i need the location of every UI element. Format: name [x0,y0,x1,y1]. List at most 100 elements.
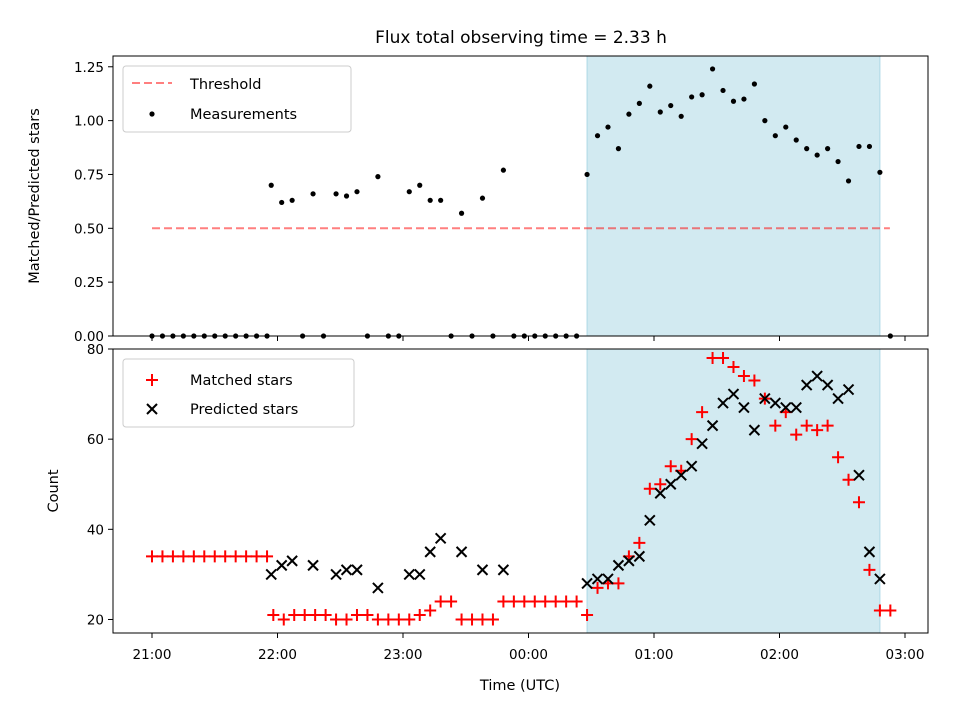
matched-star-point [528,595,541,608]
matched-star-point [166,550,179,563]
matched-star-point [486,613,499,626]
legend-predicted-label: Predicted stars [190,402,298,418]
bottom-legend: Matched stars Predicted stars [122,358,355,428]
legend-threshold-label: Threshold [189,77,261,93]
measurement-point [814,152,820,158]
matched-star-point [403,613,416,626]
bottom-panel-frame [112,348,929,634]
matched-star-point [581,608,594,621]
predicted-star-point [696,437,708,450]
measurement-point [647,83,653,89]
measurement-point [825,146,831,152]
measurement-point [709,66,716,72]
measurement-point [375,174,381,180]
matched-star-point [330,613,343,626]
predicted-star-point [265,568,277,581]
legend-matched-swatch [146,374,158,386]
measurement-point [730,98,737,104]
measurement-point [772,133,778,139]
measurement-point [877,169,883,175]
measurement-point [343,193,350,199]
matched-star-point [769,419,782,432]
predicted-star-point [759,392,771,405]
measurement-point [866,143,873,150]
top-y-axis-label: Matched/Predicted stars [27,108,43,284]
bottom-legend-box [122,358,355,428]
measurement-point [438,197,444,203]
predicted-star-point [275,559,288,572]
matched-star-point [821,419,834,432]
y-tick-label: 1.25 [74,60,104,76]
predicted-star-point [811,370,823,382]
x-tick-label: 01:00 [635,647,674,663]
matched-star-point [219,550,232,563]
predicted-star-point [612,559,625,572]
measurement-point [626,111,632,117]
measurement-point [458,210,465,216]
matched-star-point [445,595,458,608]
matched-star-point [842,473,855,486]
matched-star-point [852,496,865,509]
y-tick-label: 0.00 [74,329,104,345]
x-tick-label: 00:00 [509,647,548,663]
matched-star-point [198,550,211,563]
predicted-star-point [330,568,342,581]
matched-star-point [177,550,190,563]
predicted-star-point [644,514,656,527]
matched-star-point [466,613,479,626]
measurement-point [268,182,274,188]
predicted-star-point [748,424,761,436]
matched-star-point [298,608,311,621]
predicted-star-point [665,478,677,490]
measurement-point [584,171,590,178]
measurement-point [856,143,862,150]
matched-star-point [863,563,876,576]
x-tick-label: 21:00 [133,647,172,663]
predicted-star-point [717,397,729,409]
matched-star-point [612,577,625,590]
measurement-point [783,124,789,130]
x-axis-label: Time (UTC) [479,678,560,694]
matched-star-point [361,608,374,621]
matched-star-point [340,613,353,626]
measurement-point [689,94,695,100]
x-tick-label: 23:00 [384,647,423,663]
predicted-star-point [633,550,646,563]
predicted-star-point [623,555,635,567]
predicted-star-point [424,546,436,558]
measurement-point [636,100,642,106]
measurement-point [427,197,433,203]
x-tick-label: 02:00 [760,647,799,663]
measurement-point [835,158,841,165]
measurement-point [417,182,423,188]
predicted-star-point [874,573,886,585]
predicted-star-point [780,401,792,414]
matched-star-point [706,352,719,365]
chart-title: Flux total observing time = 2.33 h [375,28,667,48]
predicted-star-point [800,379,813,391]
predicted-star-point [853,469,865,481]
predicted-star-point [790,401,802,414]
measurement-point [762,118,768,124]
matched-star-point [737,370,750,383]
matched-star-point [727,361,740,374]
predicted-star-point [842,383,855,396]
matched-star-point [570,595,583,608]
matched-star-point [261,550,274,563]
predicted-star-point [675,469,687,481]
measurement-point [279,199,285,206]
matched-star-point [187,550,200,563]
observing-window-shade [586,55,881,337]
predicted-star-point [372,582,384,594]
matched-star-point [633,536,646,549]
top-legend-box [122,65,352,133]
matched-star-point [654,478,667,491]
top-panel: 0.00 0.25 0.50 0.75 1.00 1.25 Matched/Predict… [27,55,929,345]
matched-star-point [392,613,405,626]
measurement-point [793,137,799,143]
predicted-star-point [738,401,750,414]
matched-star-point [696,406,709,419]
y-tick-label: 0.50 [74,221,104,237]
matched-star-point [455,613,468,626]
